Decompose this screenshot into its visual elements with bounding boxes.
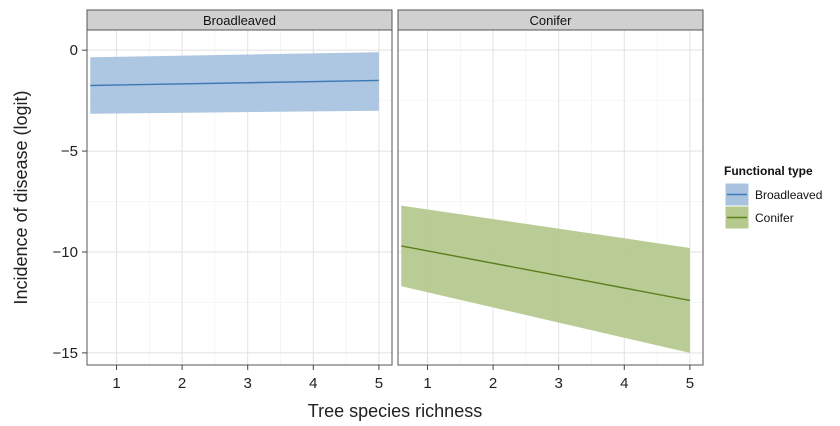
y-tick-label: 0: [70, 42, 78, 59]
panel-border: [86, 29, 393, 366]
panel-border: [397, 29, 704, 366]
panel-conifer: Conifer 1 2 3 4 5: [397, 9, 704, 392]
y-tick-label: −5: [61, 143, 78, 160]
y-tick-label: −15: [53, 345, 78, 362]
x-tick-label: 2: [178, 375, 186, 392]
legend: Functional type Broadleaved Conifer: [724, 164, 822, 230]
legend-label: Broadleaved: [755, 188, 822, 202]
series-line-broadleaved: [90, 79, 379, 87]
x-tick-label: 4: [620, 375, 628, 392]
x-tick-label: 2: [489, 375, 497, 392]
x-tick-label: 1: [112, 375, 120, 392]
x-axis-title: Tree species richness: [308, 401, 482, 421]
series-line-conifer: [401, 245, 691, 302]
legend-label: Conifer: [755, 211, 794, 225]
x-tick-label: 5: [686, 375, 694, 392]
strip-label: Broadleaved: [203, 13, 276, 28]
legend-title: Functional type: [724, 164, 813, 178]
confidence-band-conifer: [401, 205, 690, 353]
panel-broadleaved: Broadleaved 1 2 3 4 5: [86, 9, 393, 392]
x-tick-label: 5: [375, 375, 383, 392]
x-tick-label: 1: [423, 375, 431, 392]
y-tick-label: −10: [53, 244, 78, 261]
y-axis-title: Incidence of disease (logit): [11, 90, 31, 304]
x-tick-label: 4: [309, 375, 317, 392]
x-tick-label: 3: [555, 375, 563, 392]
strip-label: Conifer: [530, 13, 573, 28]
x-tick-label: 3: [244, 375, 252, 392]
